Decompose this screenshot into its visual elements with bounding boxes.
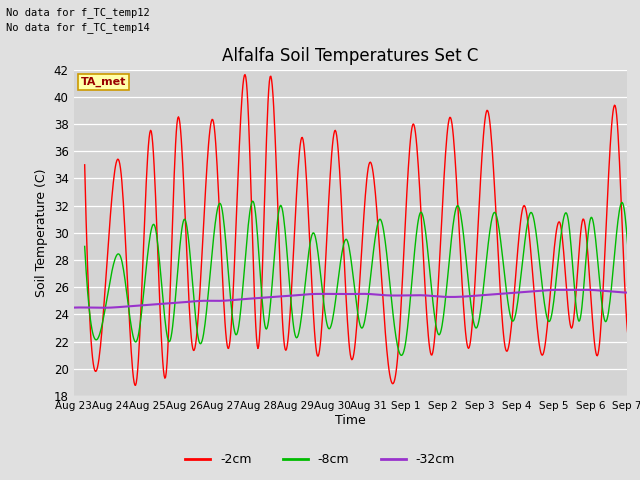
Text: No data for f_TC_temp14: No data for f_TC_temp14 (6, 22, 150, 33)
Legend: -2cm, -8cm, -32cm: -2cm, -8cm, -32cm (180, 448, 460, 471)
Text: No data for f_TC_temp12: No data for f_TC_temp12 (6, 7, 150, 18)
X-axis label: Time: Time (335, 414, 366, 427)
Title: Alfalfa Soil Temperatures Set C: Alfalfa Soil Temperatures Set C (222, 47, 479, 65)
Y-axis label: Soil Temperature (C): Soil Temperature (C) (35, 168, 48, 297)
